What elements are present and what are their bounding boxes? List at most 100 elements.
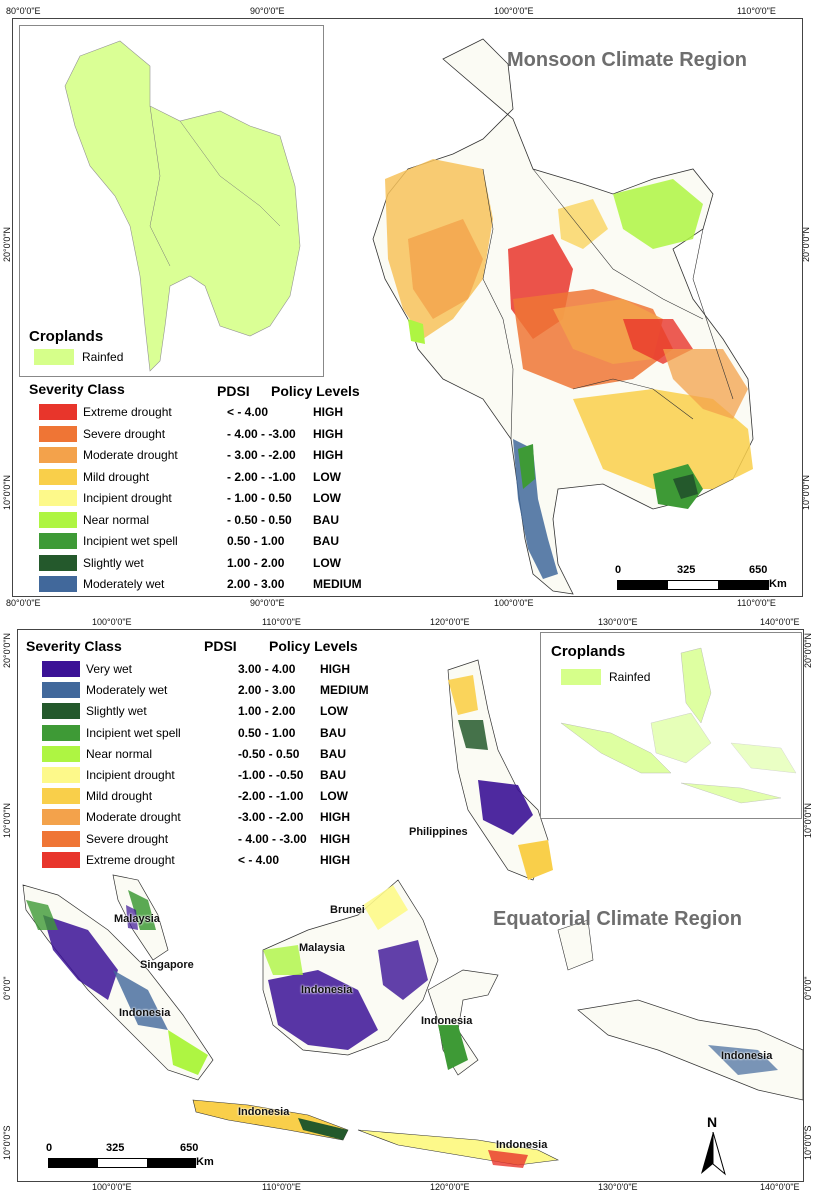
legend-policy-level: HIGH (320, 852, 350, 867)
legend-policy-level: LOW (313, 469, 341, 484)
north-arrow-label: N (707, 1114, 718, 1130)
tick-top-140e-b: 140°0'0"E (760, 617, 800, 627)
tick-left-20n: 20°0'0"N (2, 226, 12, 262)
scale-label-650: 650 (749, 564, 768, 576)
monsoon-croplands-title: Croplands (29, 328, 104, 345)
legend-policy-level: HIGH (320, 831, 350, 846)
legend-row: Incipient wet spell 0.50 - 1.00 BAU (39, 532, 339, 550)
label-indonesia-borneo: Indonesia (301, 984, 353, 996)
equatorial-croplands-inset: Croplands Rainfed (540, 632, 802, 819)
monsoon-legend-class-header: Severity Class (29, 381, 125, 397)
tick-bottom-120e-b: 120°0'0"E (430, 1182, 470, 1192)
legend-row: Moderate drought -3.00 - -2.00 HIGH (42, 808, 350, 826)
tick-right-20n-b: 20°0'0"N (803, 632, 813, 668)
scale-unit: Km (769, 578, 787, 590)
legend-class-label: Mild drought (86, 789, 153, 804)
tick-top-90e: 90°0'0"E (250, 6, 285, 16)
legend-class-label: Very wet (86, 662, 133, 676)
tick-mid-110e: 110°0'0"E (737, 598, 776, 608)
monsoon-map-panel: Monsoon Climate Region Croplands Rainfed… (12, 18, 803, 597)
north-arrow: N (698, 1114, 728, 1176)
legend-swatch (42, 745, 80, 762)
scale-label-0-b: 0 (46, 1142, 53, 1154)
equatorial-inset-map (560, 647, 797, 804)
legend-swatch (42, 703, 80, 720)
rainfed-swatch (34, 349, 74, 365)
legend-swatch (39, 511, 77, 528)
legend-policy-level: HIGH (313, 426, 343, 441)
equatorial-croplands-title: Croplands (551, 643, 626, 660)
monsoon-region-title: Monsoon Climate Region (507, 49, 747, 71)
rainfed-label: Rainfed (82, 350, 124, 364)
legend-pdsi-value: -2.00 - -1.00 (238, 789, 304, 804)
tick-left-10n-b: 10°0'0"N (2, 802, 12, 838)
legend-policy-level: BAU (320, 768, 346, 782)
legend-policy-level: LOW (313, 555, 341, 570)
legend-pdsi-value: 1.00 - 2.00 (227, 555, 285, 570)
label-malaysia-peninsula: Malaysia (114, 913, 160, 925)
legend-pdsi-value: -3.00 - -2.00 (238, 810, 304, 825)
tick-left-10n: 10°0'0"N (2, 474, 12, 510)
scale-label-650-b: 650 (180, 1142, 199, 1154)
legend-pdsi-value: - 2.00 - -1.00 (227, 469, 296, 484)
equatorial-legend-pdsi-header: PDSI (204, 638, 237, 654)
tick-left-20n-b: 20°0'0"N (2, 632, 12, 668)
legend-class-label: Incipient drought (86, 768, 175, 782)
monsoon-croplands-rainfed: Rainfed (34, 349, 123, 365)
scale-bar-track (617, 580, 769, 590)
legend-policy-level: LOW (320, 704, 348, 719)
legend-policy-level: LOW (313, 491, 341, 505)
legend-pdsi-value: 2.00 - 3.00 (227, 577, 285, 591)
tick-top-110e: 110°0'0"E (737, 6, 776, 16)
legend-class-label: Incipient wet spell (83, 534, 178, 548)
legend-policy-level: BAU (313, 534, 339, 548)
legend-swatch (42, 830, 80, 847)
tick-mid-100e: 100°0'0"E (494, 598, 534, 608)
legend-swatch (42, 724, 80, 741)
rainfed-label-b: Rainfed (609, 670, 651, 684)
legend-pdsi-value: -1.00 - -0.50 (238, 768, 304, 782)
legend-policy-level: MEDIUM (320, 683, 369, 698)
legend-pdsi-value: 2.00 - 3.00 (238, 683, 296, 698)
scale-label-325-b: 325 (106, 1142, 125, 1154)
tick-bottom-110e-b: 110°0'0"E (262, 1182, 301, 1192)
tick-mid-80e: 80°0'0"E (6, 598, 41, 608)
monsoon-map-graphic (372, 38, 754, 595)
legend-policy-level: HIGH (313, 405, 343, 419)
label-indonesia-papua: Indonesia (721, 1050, 773, 1062)
legend-policy-level: HIGH (320, 662, 350, 676)
legend-row: Incipient wet spell 0.50 - 1.00 BAU (42, 724, 346, 742)
label-malaysia-borneo: Malaysia (299, 942, 345, 954)
tick-top-80e: 80°0'0"E (6, 6, 41, 16)
legend-class-label: Slightly wet (86, 704, 147, 719)
legend-swatch (39, 447, 77, 463)
legend-row: Slightly wet 1.00 - 2.00 LOW (39, 554, 341, 572)
label-philippines: Philippines (409, 826, 468, 838)
tick-right-10s-b: 10°0'0"S (803, 1125, 813, 1160)
monsoon-legend-policy-header: Policy Levels (271, 383, 360, 399)
legend-row: Mild drought -2.00 - -1.00 LOW (42, 787, 348, 805)
equatorial-legend-policy-header: Policy Levels (269, 638, 358, 654)
legend-policy-level: BAU (320, 746, 346, 761)
label-indonesia-sumatra: Indonesia (119, 1007, 171, 1019)
tick-mid-90e: 90°0'0"E (250, 598, 285, 608)
legend-class-label: Incipient drought (83, 491, 172, 505)
legend-row: Near normal - 0.50 - 0.50 BAU (39, 511, 339, 529)
legend-swatch (39, 468, 77, 485)
legend-pdsi-value: - 1.00 - 0.50 (227, 491, 292, 505)
legend-swatch (42, 851, 80, 868)
tick-top-100e: 100°0'0"E (494, 6, 534, 16)
legend-class-label: Mild drought (83, 469, 150, 484)
legend-pdsi-value: 0.50 - 1.00 (238, 725, 296, 740)
monsoon-legend-pdsi-header: PDSI (217, 383, 250, 399)
label-brunei: Brunei (330, 904, 365, 916)
legend-class-label: Slightly wet (83, 555, 144, 570)
legend-class-label: Near normal (83, 512, 150, 527)
legend-row: Mild drought - 2.00 - -1.00 LOW (39, 468, 341, 486)
tick-right-0-b: 0°0'0" (803, 976, 813, 1000)
legend-swatch (39, 490, 77, 506)
legend-pdsi-value: 3.00 - 4.00 (238, 662, 296, 676)
legend-class-label: Moderately wet (83, 577, 165, 591)
scale-unit-b: Km (196, 1156, 214, 1168)
legend-row: Moderately wet 2.00 - 3.00 MEDIUM (42, 681, 369, 699)
